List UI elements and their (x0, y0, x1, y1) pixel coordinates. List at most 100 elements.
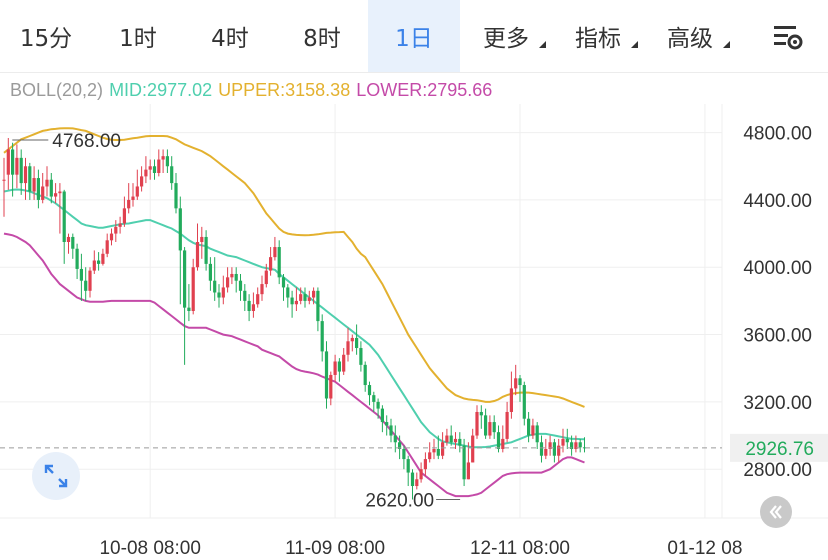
candle-body (79, 268, 83, 281)
tab-label: 1时 (119, 26, 157, 52)
candle-body (522, 385, 526, 419)
candle-body (140, 176, 144, 187)
tab-4[interactable]: 1日 (368, 0, 460, 72)
candle-body (161, 156, 165, 160)
candle-body (552, 442, 556, 456)
candle-body (294, 300, 298, 305)
candle-body (548, 442, 552, 449)
high-annotation-label: 4768.00 (52, 131, 121, 152)
candle-body (187, 307, 191, 311)
boll-indicator-legend: BOLL(20,2) MID:2977.02 UPPER:3158.38 LOWER:… (10, 80, 498, 101)
candle-body (389, 425, 393, 436)
candle-body (183, 250, 187, 308)
tab-label: 8时 (303, 26, 341, 52)
candle-body (432, 449, 436, 453)
candle-body (342, 354, 346, 372)
current-price-label: 2926.76 (745, 439, 814, 460)
candle-body (238, 280, 243, 291)
candle-body (92, 260, 96, 271)
candle-body (32, 178, 36, 192)
dropdown-triangle-icon (723, 41, 730, 48)
y-tick-label: 4400.00 (743, 191, 812, 212)
candle-body (509, 388, 513, 412)
x-tick-label: 12-11 08:00 (470, 538, 570, 559)
candle-body (170, 166, 174, 184)
candle-body (505, 411, 509, 439)
low-annotation-label: 2620.00 (365, 490, 434, 511)
candle-body (191, 267, 195, 311)
candle-body (462, 445, 466, 480)
candle-body (109, 233, 114, 241)
candle-body (114, 226, 118, 234)
candle-body (75, 248, 79, 269)
double-chevron-left-icon (769, 505, 782, 519)
candle-body (260, 284, 264, 295)
boll-upper-value: UPPER:3158.38 (218, 80, 351, 100)
candle-body (204, 236, 208, 264)
candle-body (105, 240, 109, 254)
candle-body (475, 411, 479, 436)
candle-body (393, 435, 397, 443)
candle-body (41, 186, 45, 200)
candle-body (466, 462, 470, 480)
candle-body (380, 408, 384, 423)
candle-body (320, 321, 324, 352)
candle-body (531, 425, 535, 436)
boll-lower-value: LOWER:2795.66 (356, 80, 493, 100)
candle-body (565, 438, 569, 443)
boll-mid-value: MID:2977.02 (109, 80, 213, 100)
tab-label: 15分 (19, 26, 73, 52)
tab-label: 更多 (483, 26, 529, 52)
candle-body (131, 196, 135, 200)
candle-body (329, 374, 333, 399)
tab-6[interactable]: 指标 (552, 0, 644, 72)
candle-body (290, 297, 294, 305)
fullscreen-button[interactable] (32, 452, 80, 500)
candle-body (213, 280, 217, 293)
tab-1[interactable]: 1时 (92, 0, 184, 72)
candle-body (410, 472, 415, 487)
tab-3[interactable]: 8时 (276, 0, 368, 72)
candle-body (200, 236, 204, 242)
candle-body (23, 166, 28, 184)
candle-body (178, 208, 182, 251)
candle-body (557, 445, 561, 456)
candle-body (458, 438, 462, 446)
candle-body (221, 287, 225, 298)
candle-body (6, 149, 10, 175)
dropdown-triangle-icon (539, 41, 546, 48)
candle-body (230, 273, 234, 278)
candle-body (479, 411, 483, 416)
candle-body (247, 300, 251, 311)
tab-0[interactable]: 15分 (0, 0, 92, 72)
candle-body (299, 294, 303, 301)
y-tick-label: 4800.00 (743, 124, 812, 145)
candle-body (574, 442, 578, 449)
candle-body (2, 179, 6, 181)
boll-name: BOLL(20,2) (10, 80, 104, 100)
expand-icon (44, 464, 68, 488)
candle-body (441, 442, 445, 456)
candle-body (535, 425, 539, 443)
tab-7[interactable]: 高级 (644, 0, 736, 72)
x-tick-label: 10-08 08:00 (99, 538, 200, 559)
current-price-tag (730, 433, 828, 462)
scroll-to-latest-button[interactable] (760, 496, 792, 528)
chart-settings-button[interactable] (772, 22, 804, 52)
tab-5[interactable]: 更多 (460, 0, 552, 72)
candle-body (174, 183, 178, 209)
candle-body (449, 435, 453, 443)
boll-upper-line (3, 127, 585, 408)
candle-body (582, 447, 587, 449)
candle-body (101, 253, 105, 264)
timeframe-tabbar: 15分 1时 4时 8时 1日 更多 指标 高级 (0, 0, 828, 73)
candle-body (406, 459, 410, 473)
candle-body (118, 223, 122, 227)
candle-body (312, 290, 316, 298)
tab-label: 高级 (667, 26, 713, 52)
tab-label: 指标 (575, 26, 621, 52)
settings-icon (774, 26, 803, 50)
boll-mid-line (3, 188, 585, 449)
tab-2[interactable]: 4时 (184, 0, 276, 72)
